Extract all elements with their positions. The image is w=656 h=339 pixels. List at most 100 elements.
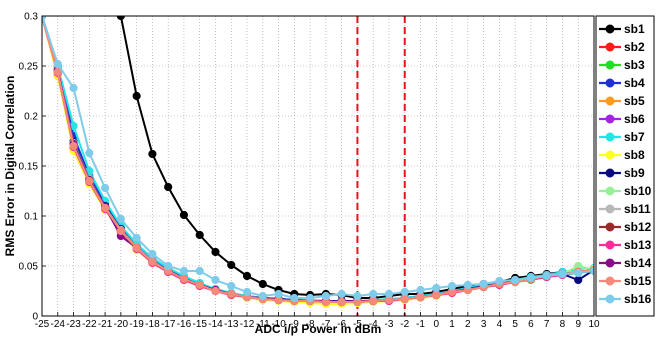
data-point <box>369 296 378 306</box>
x-tick-label: 1 <box>449 319 455 330</box>
x-tick-label: -17 <box>161 319 176 330</box>
legend-marker <box>605 42 615 52</box>
data-point <box>242 271 252 281</box>
x-tick-label: -7 <box>321 319 330 330</box>
x-tick-label: -3 <box>385 319 394 330</box>
data-point <box>479 279 488 289</box>
legend-marker <box>605 96 615 106</box>
legend-marker <box>605 132 615 142</box>
data-point <box>574 275 583 285</box>
legend-marker <box>605 150 615 160</box>
data-point <box>195 280 204 290</box>
y-tick-labels: 0 0.05 0.1 0.15 0.2 0.25 0.3 <box>19 12 46 323</box>
x-tick-label: -14 <box>208 319 223 330</box>
data-point <box>85 148 94 158</box>
legend-entry-sb7: sb7 <box>624 130 645 144</box>
x-tick-label: 2 <box>465 319 471 330</box>
x-tick-label: -15 <box>192 319 207 330</box>
x-tick-label: -1 <box>416 319 425 330</box>
data-point <box>53 59 62 69</box>
legend: sb1 sb2 sb3 sb4 sb5 sb6 sb7 sb8 sb9 sb10 sb11 sb12 s… <box>595 15 655 317</box>
data-point <box>116 214 125 224</box>
legend-entry-sb8: sb8 <box>624 148 645 162</box>
legend-marker <box>605 186 615 196</box>
x-tick-label: 5 <box>512 319 518 330</box>
legend-entry-sb14: sb14 <box>624 256 652 270</box>
x-tick-label: 0 <box>434 319 440 330</box>
series-sb16 <box>42 16 594 303</box>
data-point <box>164 182 173 192</box>
data-point <box>321 291 330 301</box>
legend-entry-sb3: sb3 <box>624 58 645 72</box>
data-point <box>179 266 189 276</box>
data-point <box>495 276 504 286</box>
data-point <box>416 285 425 295</box>
x-tick-label: -5 <box>353 319 362 330</box>
legend-marker <box>605 222 615 232</box>
legend-marker <box>605 204 615 214</box>
x-tick-label: 8 <box>560 319 566 330</box>
data-point <box>211 247 220 257</box>
x-tick-labels: -25 -24 -23 -22 -21 -20 -19 -18 -17 -16 -15 -14 -13-… <box>35 312 600 330</box>
x-tick-label: -4 <box>369 319 378 330</box>
data-point <box>416 292 425 302</box>
x-tick-label: -22 <box>82 319 97 330</box>
legend-marker <box>605 168 615 178</box>
data-point <box>542 271 551 281</box>
data-point <box>195 266 204 276</box>
data-point <box>148 249 157 259</box>
data-point <box>164 261 173 271</box>
data-point <box>53 67 62 77</box>
data-point <box>511 275 520 285</box>
y-tick-label: 0 <box>32 312 38 323</box>
legend-entry-sb11: sb11 <box>624 202 651 216</box>
legend-entry-sb15: sb15 <box>624 274 652 288</box>
legend-entry-sb16: sb16 <box>624 292 652 306</box>
legend-entry-sb10: sb10 <box>624 184 652 198</box>
data-point <box>179 210 189 220</box>
data-point <box>100 183 110 193</box>
y-tick-label: 0.3 <box>24 12 38 23</box>
y-tick-label: 0.05 <box>19 262 39 273</box>
data-point <box>274 289 283 299</box>
data-point <box>258 279 267 289</box>
legend-marker <box>605 60 615 70</box>
legend-marker <box>605 294 615 304</box>
data-point <box>132 91 141 101</box>
legend-marker <box>605 114 615 124</box>
data-point <box>211 275 220 285</box>
y-tick-label: 0.1 <box>24 212 38 223</box>
data-point <box>558 269 567 279</box>
legend-entry-sb6: sb6 <box>624 112 645 126</box>
data-point <box>400 294 409 304</box>
data-point <box>384 289 394 299</box>
y-tick-label: 0.2 <box>24 112 38 123</box>
data-point <box>148 257 157 267</box>
data-point <box>337 297 346 307</box>
data-point <box>432 283 441 293</box>
x-tick-label: 9 <box>575 319 581 330</box>
x-tick-label: -12 <box>240 319 255 330</box>
data-point <box>353 291 362 301</box>
data-point <box>211 286 220 296</box>
x-axis-title: ADC i/p Power in dBm <box>255 322 382 336</box>
data-point <box>195 230 204 240</box>
legend-entry-sb13: sb13 <box>624 238 652 252</box>
series-group <box>42 16 594 309</box>
data-point <box>132 233 141 243</box>
data-point <box>179 274 189 284</box>
reference-lines <box>356 16 406 316</box>
x-tick-label: -21 <box>98 319 113 330</box>
data-point <box>227 260 236 270</box>
x-tick-label: -20 <box>114 319 129 330</box>
x-tick-label: -23 <box>66 319 81 330</box>
data-point <box>100 203 110 213</box>
x-tick-label: -25 <box>35 319 50 330</box>
data-point <box>574 268 583 278</box>
x-tick-label: 7 <box>544 319 550 330</box>
y-axis-title: RMS Error in Digital Correlation <box>3 76 17 257</box>
data-point <box>116 16 125 21</box>
y-tick-label: 0.15 <box>19 162 39 173</box>
legend-entry-sb2: sb2 <box>624 40 645 54</box>
x-tick-label: -11 <box>256 319 270 330</box>
